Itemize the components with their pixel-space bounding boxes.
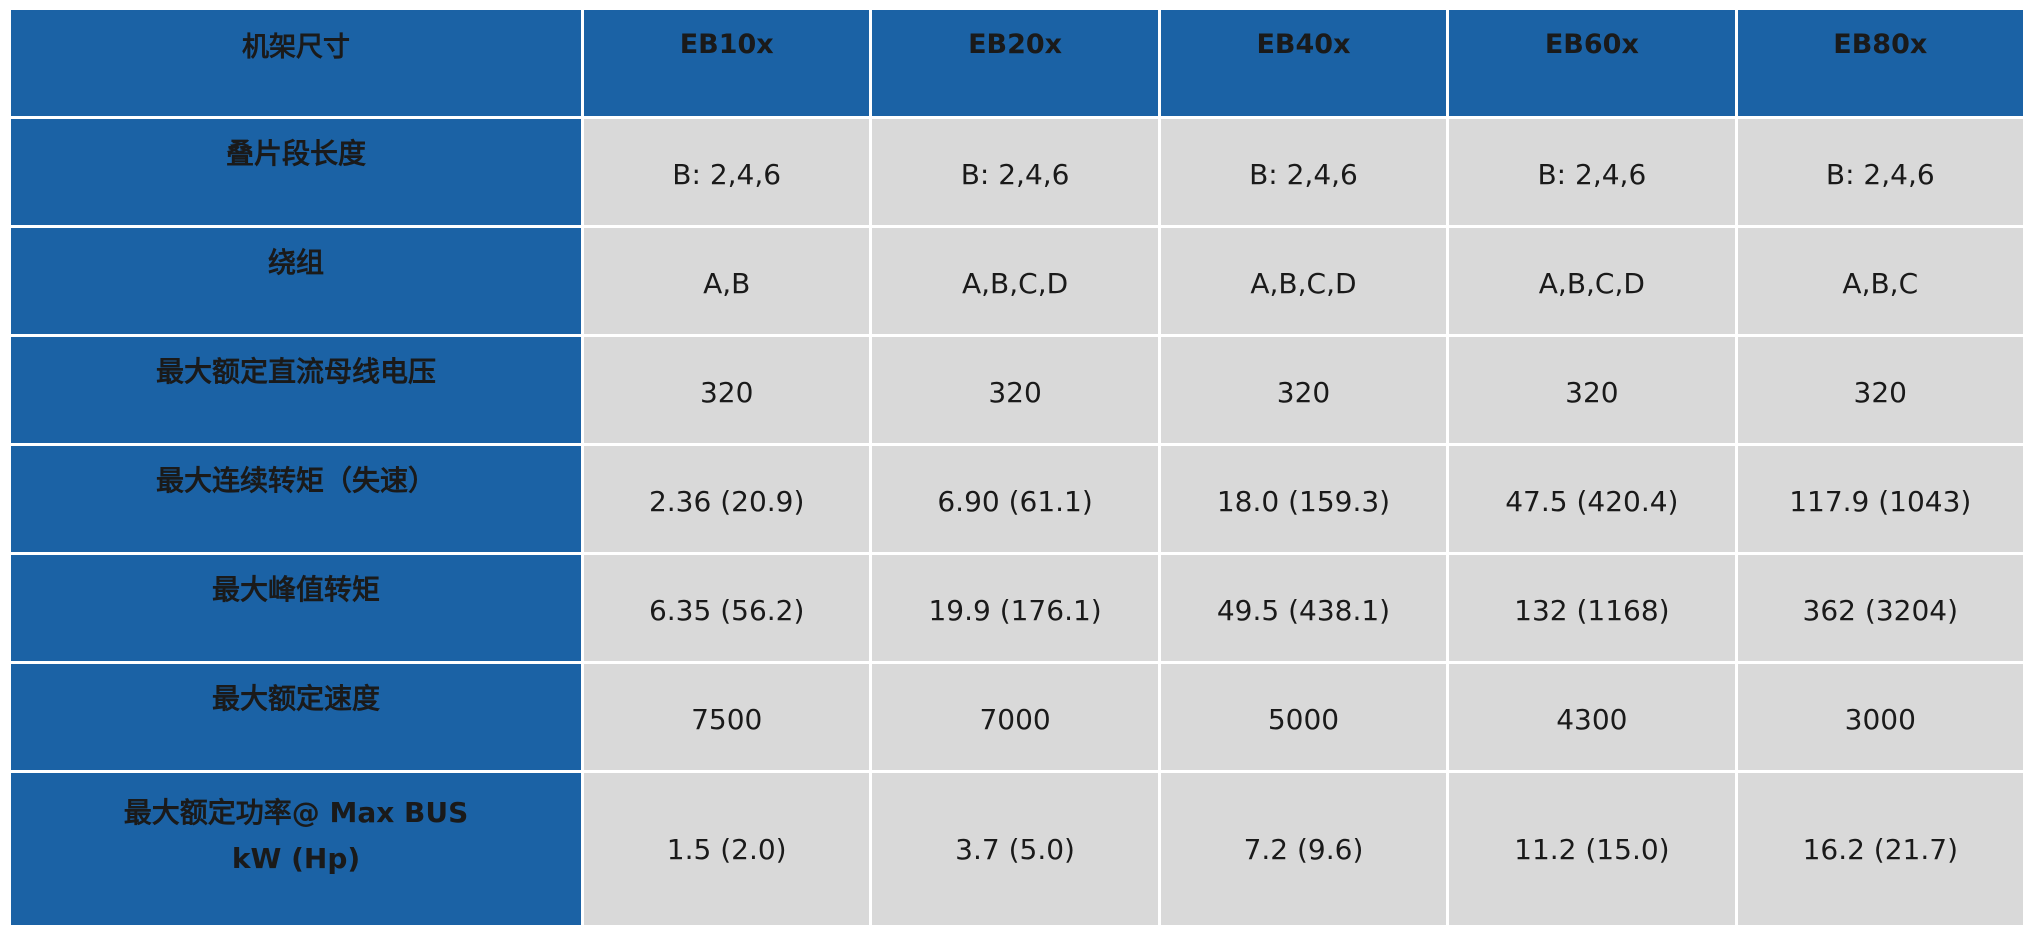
table-cell: 3000 xyxy=(1737,664,2023,770)
table-cell: 47.5 (420.4) xyxy=(1449,446,1735,552)
table-cell: A,B,C xyxy=(1737,228,2023,334)
table-cell: 7000 xyxy=(872,664,1158,770)
table-cell: 3.7 (5.0) xyxy=(872,773,1158,925)
frame-header-eb80x: EB80x xyxy=(1737,10,2023,116)
table-row: 最大峰值转矩 6.35 (56.2) 19.9 (176.1) 49.5 (43… xyxy=(11,555,2023,661)
row-label-max-continuous-torque: 最大连续转矩（失速） xyxy=(11,446,581,552)
table-cell: 320 xyxy=(872,337,1158,443)
table-cell: 19.9 (176.1) xyxy=(872,555,1158,661)
table-cell: 320 xyxy=(1160,337,1447,443)
table-cell: 362 (3204) xyxy=(1737,555,2023,661)
table-cell: 4300 xyxy=(1449,664,1735,770)
table-cell: B: 2,4,6 xyxy=(584,119,870,225)
row-label-line: kW (Hp) xyxy=(231,842,361,875)
table-cell: 320 xyxy=(584,337,870,443)
table-cell: 5000 xyxy=(1160,664,1447,770)
table-cell: B: 2,4,6 xyxy=(1160,119,1447,225)
table-cell: A,B xyxy=(584,228,870,334)
table-cell: B: 2,4,6 xyxy=(1737,119,2023,225)
table-cell: 2.36 (20.9) xyxy=(584,446,870,552)
table-row: 叠片段长度 B: 2,4,6 B: 2,4,6 B: 2,4,6 B: 2,4,… xyxy=(11,119,2023,225)
table-row: 绕组 A,B A,B,C,D A,B,C,D A,B,C,D A,B,C xyxy=(11,228,2023,334)
table-cell: B: 2,4,6 xyxy=(1449,119,1735,225)
table-cell: 7.2 (9.6) xyxy=(1160,773,1447,925)
table-cell: 16.2 (21.7) xyxy=(1737,773,2023,925)
table-cell: A,B,C,D xyxy=(1449,228,1735,334)
table-header-row: 机架尺寸 EB10x EB20x EB40x EB60x EB80x xyxy=(11,10,2023,116)
table-cell: 7500 xyxy=(584,664,870,770)
table-cell: 1.5 (2.0) xyxy=(584,773,870,925)
frame-size-header: 机架尺寸 xyxy=(11,10,581,116)
frame-header-eb40x: EB40x xyxy=(1160,10,1447,116)
row-label-max-rated-speed: 最大额定速度 xyxy=(11,664,581,770)
frame-header-eb10x: EB10x xyxy=(584,10,870,116)
table-cell: 11.2 (15.0) xyxy=(1449,773,1735,925)
table-cell: 49.5 (438.1) xyxy=(1160,555,1447,661)
table-cell: B: 2,4,6 xyxy=(872,119,1158,225)
frame-header-eb60x: EB60x xyxy=(1449,10,1735,116)
row-label-winding: 绕组 xyxy=(11,228,581,334)
row-label-stack-length: 叠片段长度 xyxy=(11,119,581,225)
table-row: 最大额定功率@ Max BUS kW (Hp) 1.5 (2.0) 3.7 (5… xyxy=(11,773,2023,925)
table-cell: A,B,C,D xyxy=(1160,228,1447,334)
table-cell: 6.90 (61.1) xyxy=(872,446,1158,552)
table-cell: 18.0 (159.3) xyxy=(1160,446,1447,552)
row-label-max-peak-torque: 最大峰值转矩 xyxy=(11,555,581,661)
row-label-max-dc-bus-voltage: 最大额定直流母线电压 xyxy=(11,337,581,443)
table-cell: A,B,C,D xyxy=(872,228,1158,334)
table-row: 最大额定速度 7500 7000 5000 4300 3000 xyxy=(11,664,2023,770)
table-row: 最大连续转矩（失速） 2.36 (20.9) 6.90 (61.1) 18.0 … xyxy=(11,446,2023,552)
table-cell: 6.35 (56.2) xyxy=(584,555,870,661)
table-cell: 320 xyxy=(1737,337,2023,443)
frame-header-eb20x: EB20x xyxy=(872,10,1158,116)
row-label-max-rated-power: 最大额定功率@ Max BUS kW (Hp) xyxy=(11,773,581,925)
table-cell: 117.9 (1043) xyxy=(1737,446,2023,552)
row-label-line: 最大额定功率@ Max BUS xyxy=(123,796,469,829)
motor-spec-table: 机架尺寸 EB10x EB20x EB40x EB60x EB80x 叠片段长度… xyxy=(8,7,2026,928)
table-cell: 132 (1168) xyxy=(1449,555,1735,661)
table-row: 最大额定直流母线电压 320 320 320 320 320 xyxy=(11,337,2023,443)
table-cell: 320 xyxy=(1449,337,1735,443)
